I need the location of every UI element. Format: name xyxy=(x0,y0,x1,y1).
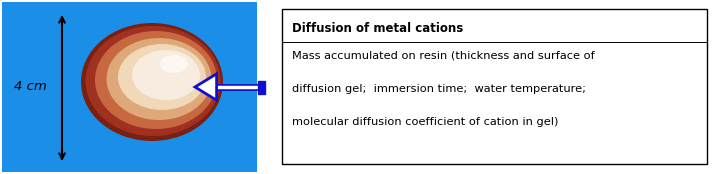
Ellipse shape xyxy=(85,74,215,102)
FancyBboxPatch shape xyxy=(2,2,257,172)
Bar xyxy=(258,81,264,93)
Ellipse shape xyxy=(95,31,217,129)
Ellipse shape xyxy=(132,50,200,100)
Text: Mass accumulated on resin (thickness and surface of: Mass accumulated on resin (thickness and… xyxy=(292,51,595,61)
Ellipse shape xyxy=(160,55,188,73)
Text: Diffusion of metal cations: Diffusion of metal cations xyxy=(292,22,464,35)
Ellipse shape xyxy=(85,26,221,136)
Text: 4 cm: 4 cm xyxy=(14,81,46,93)
Text: diffusion gel;  immersion time;  water temperature;: diffusion gel; immersion time; water tem… xyxy=(292,84,586,94)
Ellipse shape xyxy=(107,38,211,120)
Text: molecular diffusion coefficient of cation in gel): molecular diffusion coefficient of catio… xyxy=(292,117,558,127)
FancyBboxPatch shape xyxy=(282,9,707,164)
Polygon shape xyxy=(195,74,216,100)
Ellipse shape xyxy=(118,44,206,110)
Ellipse shape xyxy=(81,23,223,141)
